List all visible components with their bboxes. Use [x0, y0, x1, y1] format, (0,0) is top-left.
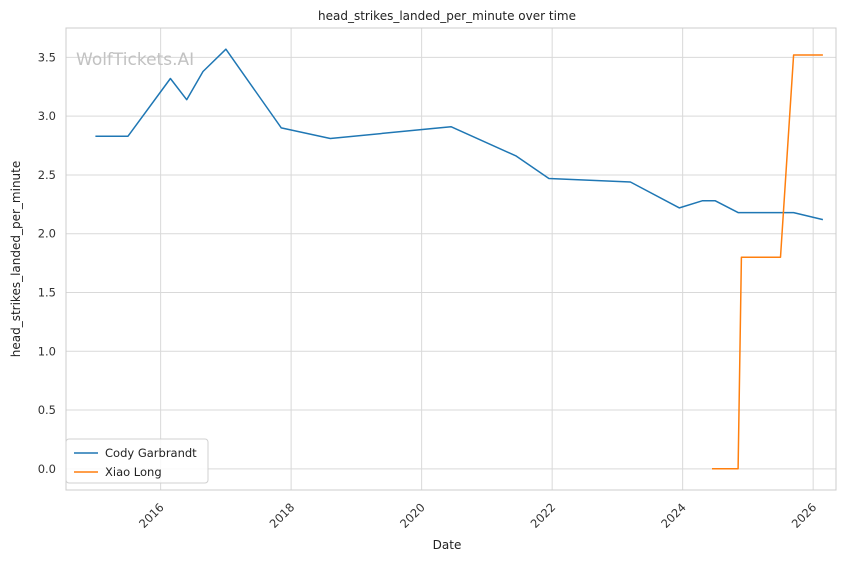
legend-label-xiao-long: Xiao Long	[105, 465, 162, 479]
x-tick-label: 2016	[136, 500, 167, 531]
y-tick-label: 2.0	[38, 227, 56, 241]
y-tick-label: 3.5	[38, 50, 56, 64]
series-layer	[95, 48, 824, 470]
x-tick-label: 2026	[789, 500, 820, 531]
y-tick-label: 0.5	[38, 403, 56, 417]
legend: Cody Garbrandt Xiao Long	[65, 438, 209, 484]
watermark: WolfTickets.AI	[76, 50, 194, 70]
legend-box	[65, 438, 209, 484]
y-tick-label: 1.5	[38, 286, 56, 300]
y-tick-label: 2.5	[38, 168, 56, 182]
chart-title: head_strikes_landed_per_minute over time	[318, 9, 576, 23]
y-tick-label: 3.0	[38, 109, 56, 123]
series-line-xiao-long	[712, 54, 823, 470]
y-tick-label: 1.0	[38, 344, 56, 358]
series-line-cody-garbrandt	[95, 48, 824, 221]
plot-area-border	[65, 27, 837, 491]
x-tick-label: 2018	[267, 500, 298, 531]
x-tick-label: 2020	[397, 500, 428, 531]
y-tick-label: 0.0	[38, 462, 56, 476]
x-axis-title: Date	[433, 538, 462, 552]
legend-label-cody-garbrandt: Cody Garbrandt	[105, 446, 197, 460]
y-axis-title: head_strikes_landed_per_minute	[9, 161, 23, 358]
x-tick-label: 2022	[528, 500, 559, 531]
x-tick-label: 2024	[658, 500, 689, 531]
grid	[66, 28, 836, 490]
